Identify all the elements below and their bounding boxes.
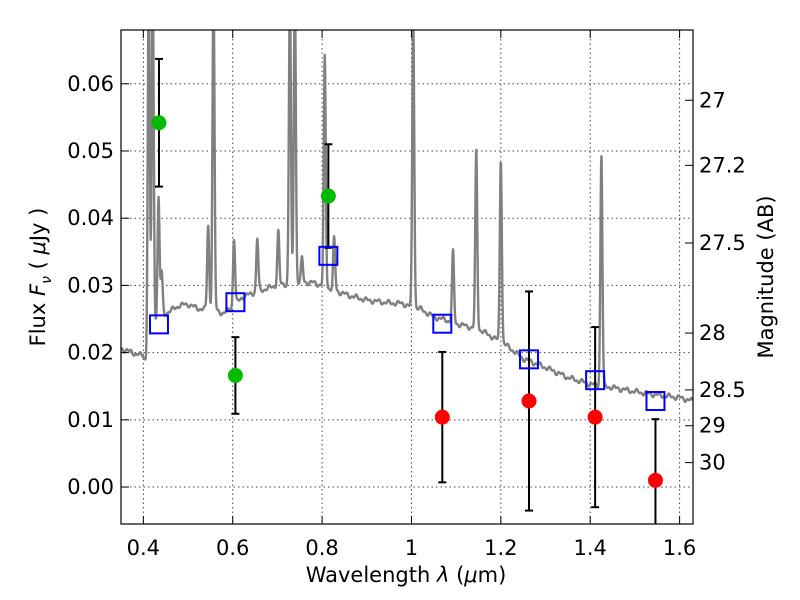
model-synthetic-photometry-point — [585, 370, 606, 391]
x-axis-title: Wavelength λ (μm) — [306, 563, 507, 587]
model-synthetic-photometry-point — [518, 349, 539, 370]
spectrum-line — [121, 30, 693, 404]
photometry-detected-point — [151, 115, 167, 131]
model-synthetic-photometry-point — [432, 313, 453, 334]
axis-ticks: 0.4 0.6 0.8 1 1.2 1.4 1.6 0.00 0.01 0.02 0.03 0.04 0… — [67, 30, 746, 560]
plot-frame — [120, 29, 694, 525]
y-tick-label: 0.02 — [67, 341, 114, 365]
x-tick-label: 1.4 — [574, 536, 607, 560]
y2-axis-title: Magnitude (AB) — [754, 195, 778, 358]
y2-tick-label: 28 — [699, 321, 726, 345]
photometry-detected-point — [320, 188, 336, 204]
data-markers — [148, 57, 666, 524]
y-tick-label: 0.00 — [67, 475, 114, 499]
y2-tick-label: 27.5 — [699, 231, 746, 255]
x-tick-label: 1.2 — [484, 536, 517, 560]
photometry-upper-point — [521, 393, 537, 409]
y-tick-label: 0.05 — [67, 139, 114, 163]
x-tick-label: 1 — [405, 536, 418, 560]
y2-tick-label: 28.5 — [699, 378, 746, 402]
photometry-upper-point — [587, 409, 603, 425]
model-synthetic-photometry-point — [148, 314, 169, 335]
x-tick-label: 0.8 — [305, 536, 338, 560]
x-tick-label: 0.4 — [127, 536, 160, 560]
y-tick-label: 0.03 — [67, 273, 114, 297]
y2-tick-label: 29 — [699, 414, 726, 438]
model-synthetic-photometry-point — [645, 391, 666, 412]
model-synthetic-photometry-point — [225, 292, 246, 313]
photometry-upper-point — [434, 409, 450, 425]
x-tick-label: 1.6 — [663, 536, 696, 560]
photometry-detected-point — [227, 367, 243, 383]
y2-tick-label: 27 — [699, 88, 726, 112]
model-spectrum — [121, 30, 693, 404]
photometry-upper-point — [647, 472, 663, 488]
model-synthetic-photometry-point — [318, 245, 339, 266]
y2-tick-label: 30 — [699, 451, 726, 475]
y-axis-title: Flux Fν ( μJy ) — [26, 208, 55, 347]
y2-tick-label: 27.2 — [699, 153, 746, 177]
y-tick-label: 0.04 — [67, 206, 114, 230]
y-tick-label: 0.01 — [67, 408, 114, 432]
y-tick-label: 0.06 — [67, 72, 114, 96]
x-tick-label: 0.6 — [216, 536, 249, 560]
